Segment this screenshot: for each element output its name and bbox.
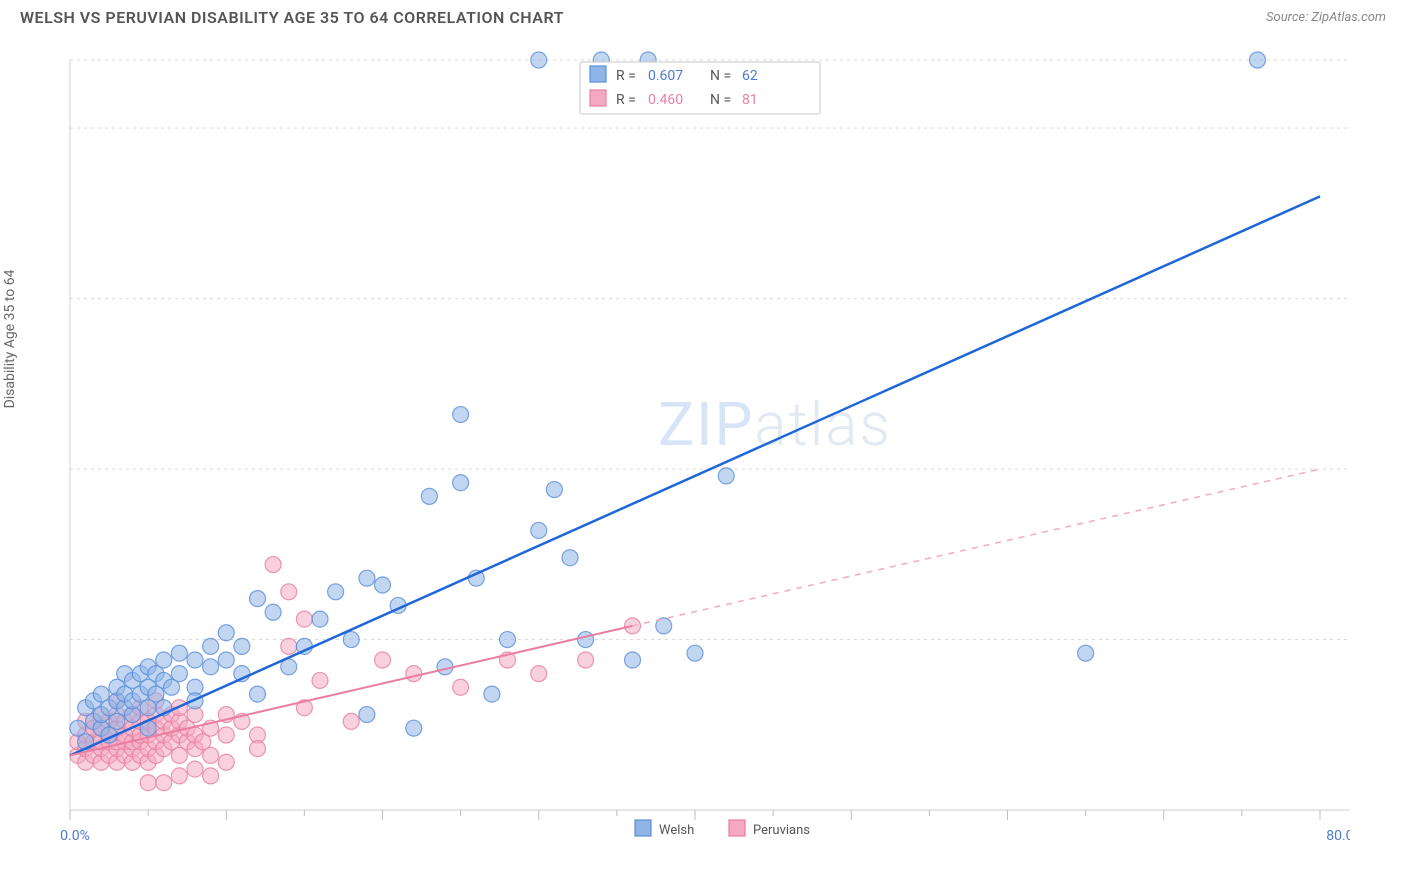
- legend-series-label: Welsh: [659, 823, 694, 838]
- chart-container: Disability Age 35 to 64 25.0%50.0%75.0%1…: [20, 40, 1386, 872]
- scatter-point: [375, 577, 391, 593]
- scatter-point: [343, 632, 359, 648]
- scatter-point: [171, 666, 187, 682]
- legend-n-label: N =: [710, 68, 731, 84]
- legend-r-value: 0.607: [648, 68, 683, 84]
- scatter-point: [406, 720, 422, 736]
- scatter-point: [234, 638, 250, 654]
- scatter-point: [531, 522, 547, 538]
- legend-r-label: R =: [616, 68, 636, 84]
- scatter-point: [140, 775, 156, 791]
- scatter-point: [531, 666, 547, 682]
- scatter-point: [218, 754, 234, 770]
- x-tick-label: 80.0%: [1326, 828, 1350, 844]
- scatter-point: [687, 645, 703, 661]
- scatter-point: [250, 741, 266, 757]
- source-attribution: Source: ZipAtlas.com: [1266, 10, 1386, 25]
- scatter-point: [156, 652, 172, 668]
- scatter-point: [453, 679, 469, 695]
- scatter-point: [421, 488, 437, 504]
- scatter-point: [312, 672, 328, 688]
- scatter-point: [203, 659, 219, 675]
- legend-swatch: [729, 820, 745, 836]
- correlation-scatter-chart: 25.0%50.0%75.0%100.0%0.0%80.0%ZIPatlasR …: [20, 40, 1350, 850]
- scatter-point: [296, 611, 312, 627]
- scatter-point: [265, 604, 281, 620]
- scatter-point: [250, 686, 266, 702]
- scatter-point: [578, 632, 594, 648]
- scatter-point: [218, 625, 234, 641]
- scatter-point: [531, 52, 547, 68]
- chart-title: WELSH VS PERUVIAN DISABILITY AGE 35 TO 6…: [20, 8, 564, 27]
- scatter-point: [453, 407, 469, 423]
- trend-line: [70, 196, 1320, 755]
- legend-swatch: [590, 66, 606, 82]
- scatter-point: [281, 584, 297, 600]
- scatter-point: [625, 652, 641, 668]
- scatter-point: [156, 775, 172, 791]
- legend-swatch: [635, 820, 651, 836]
- scatter-point: [359, 570, 375, 586]
- watermark: ZIPatlas: [658, 389, 892, 460]
- scatter-point: [359, 707, 375, 723]
- scatter-point: [375, 652, 391, 668]
- legend-n-value: 62: [742, 68, 758, 84]
- x-tick-label: 0.0%: [60, 828, 90, 844]
- scatter-point: [203, 747, 219, 763]
- scatter-point: [203, 638, 219, 654]
- legend-n-label: N =: [710, 92, 731, 108]
- legend-series-label: Peruvians: [753, 823, 810, 838]
- scatter-point: [718, 468, 734, 484]
- scatter-point: [484, 686, 500, 702]
- scatter-point: [218, 652, 234, 668]
- scatter-point: [328, 584, 344, 600]
- legend-swatch: [590, 90, 606, 106]
- scatter-point: [203, 768, 219, 784]
- scatter-point: [1078, 645, 1094, 661]
- legend-r-label: R =: [616, 92, 636, 108]
- y-axis-label: Disability Age 35 to 64: [2, 270, 18, 409]
- scatter-point: [312, 611, 328, 627]
- scatter-point: [453, 475, 469, 491]
- trend-line-extrapolated: [633, 469, 1321, 626]
- scatter-point: [250, 591, 266, 607]
- scatter-point: [187, 652, 203, 668]
- scatter-point: [562, 550, 578, 566]
- scatter-point: [281, 638, 297, 654]
- scatter-point: [546, 482, 562, 498]
- scatter-point: [187, 761, 203, 777]
- legend-r-value: 0.460: [648, 92, 683, 108]
- legend-n-value: 81: [742, 92, 758, 108]
- scatter-point: [171, 645, 187, 661]
- scatter-point: [1250, 52, 1266, 68]
- scatter-point: [171, 768, 187, 784]
- scatter-point: [265, 557, 281, 573]
- scatter-point: [406, 666, 422, 682]
- scatter-point: [578, 652, 594, 668]
- scatter-point: [500, 632, 516, 648]
- header: WELSH VS PERUVIAN DISABILITY AGE 35 TO 6…: [0, 0, 1406, 31]
- scatter-point: [218, 727, 234, 743]
- scatter-point: [343, 713, 359, 729]
